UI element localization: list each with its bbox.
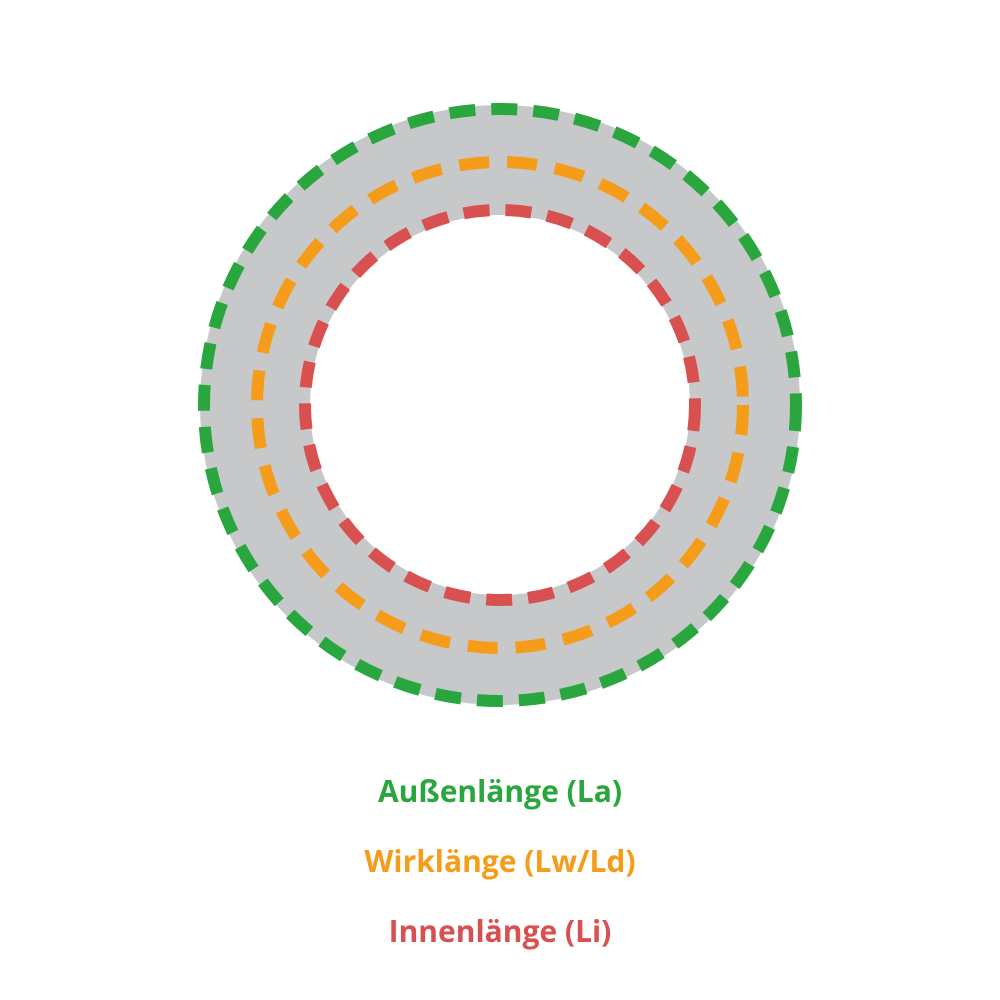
belt-length-diagram: Außenlänge (La) Wirklänge (Lw/Ld) Innenl… (0, 0, 1000, 1000)
legend-effective-length: Wirklänge (Lw/Ld) (0, 840, 1000, 881)
legend-outer-length: Außenlänge (La) (0, 770, 1000, 811)
legend-inner-length: Innenlänge (Li) (0, 910, 1000, 951)
